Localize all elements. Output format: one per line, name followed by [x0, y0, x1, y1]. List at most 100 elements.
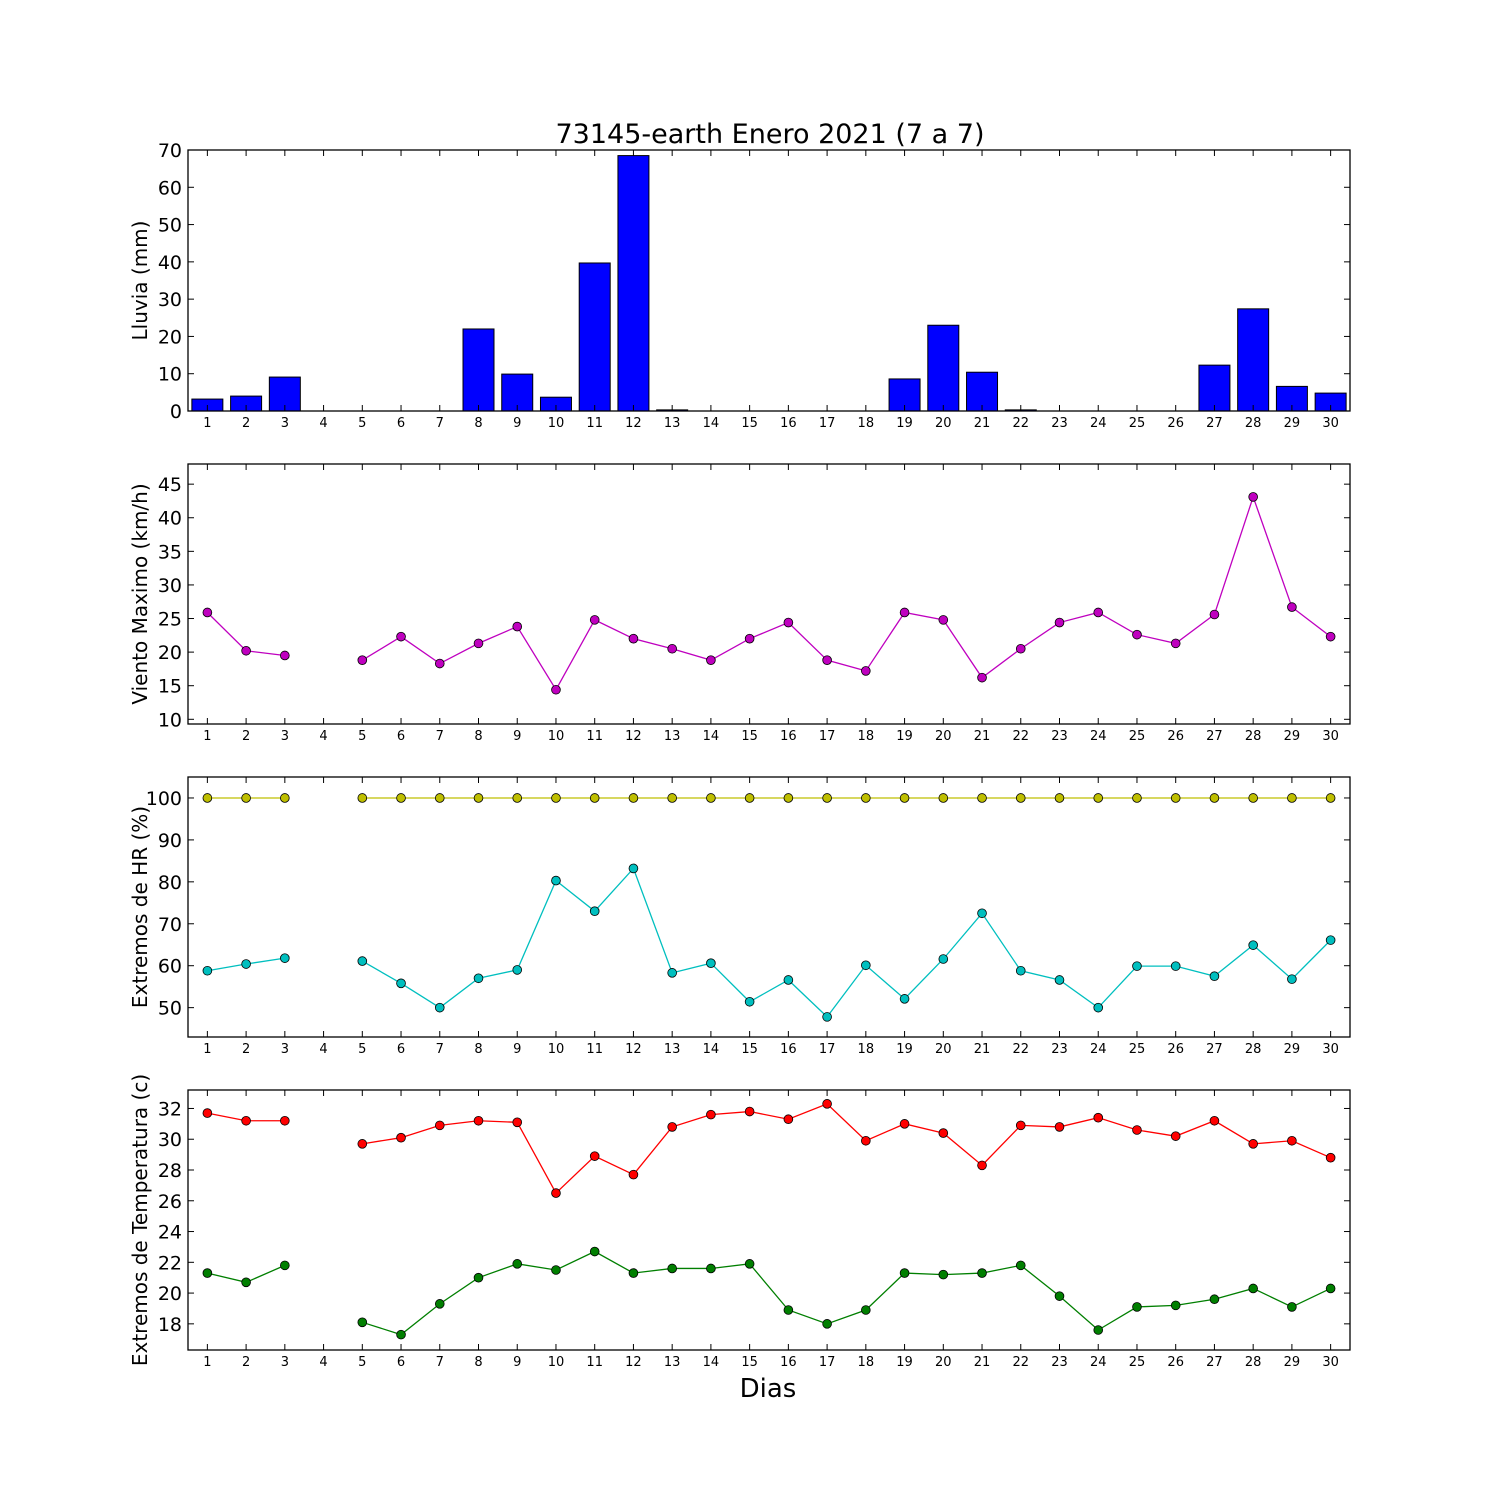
- series-1-point-day-19: [899, 793, 910, 803]
- series-1-point-day-24: [1093, 607, 1104, 618]
- series-1-point-day-21: [977, 793, 987, 803]
- ytick-label: 50: [158, 215, 182, 237]
- series-1-point-day-22: [1015, 793, 1026, 803]
- series-1-point-day-11: [589, 1151, 600, 1161]
- panel-3-frame: [187, 776, 1351, 1038]
- series-2-point-day-9: [512, 965, 523, 975]
- xtick-label: 1: [203, 1042, 211, 1057]
- ytick-label: 40: [158, 508, 182, 530]
- series-1-point-day-8: [473, 793, 484, 803]
- xtick-label: 3: [281, 416, 289, 431]
- series-1-point-day-24: [1093, 793, 1104, 803]
- series-2-point-day-18: [861, 960, 871, 971]
- series-1-point-day-23: [1054, 793, 1065, 803]
- series-1-point-day-27: [1209, 793, 1220, 803]
- xtick-label: 2: [242, 1355, 250, 1370]
- series-1-point-day-12: [628, 633, 639, 644]
- series-1-point-day-5: [357, 793, 368, 803]
- ytick-label: 30: [158, 1129, 182, 1151]
- xtick-label: 29: [1284, 416, 1301, 431]
- series-1-point-day-19: [899, 1119, 910, 1129]
- panel-1-frame: [187, 149, 1351, 412]
- series-1-point-day-26: [1170, 638, 1181, 649]
- xtick-label: 30: [1322, 1355, 1339, 1370]
- series-2-point-day-18: [861, 1305, 871, 1315]
- xtick-label: 29: [1284, 729, 1301, 744]
- series-1-point-day-28: [1248, 793, 1258, 803]
- bar-day-28: [1237, 308, 1270, 412]
- series-1-point-day-27: [1209, 609, 1220, 620]
- series-1-point-day-7: [434, 658, 445, 669]
- series-1-point-day-30: [1325, 1152, 1336, 1163]
- xtick-label: 20: [935, 1355, 952, 1370]
- series-1-point-day-30: [1325, 793, 1336, 803]
- series-1-point-day-12: [628, 1169, 639, 1180]
- xtick-label: 18: [858, 729, 875, 744]
- ytick-label: 28: [158, 1160, 182, 1182]
- bar-day-12: [617, 155, 650, 412]
- series-1-point-day-3: [280, 793, 290, 803]
- xtick-label: 17: [819, 1355, 836, 1370]
- ytick-label: 70: [158, 140, 182, 162]
- series-2-point-day-7: [434, 1299, 445, 1309]
- xtick-label: 12: [625, 416, 642, 431]
- series-1-point-day-11: [589, 615, 600, 625]
- xtick-label: 24: [1090, 416, 1107, 431]
- xtick-label: 11: [586, 1042, 603, 1057]
- xtick-label: 9: [513, 1355, 521, 1370]
- series-1-point-day-17: [822, 1099, 832, 1109]
- xtick-label: 6: [397, 1355, 405, 1370]
- xtick-label: 22: [1012, 1042, 1029, 1057]
- series-2-point-day-24: [1093, 1325, 1104, 1335]
- xtick-label: 28: [1245, 1042, 1262, 1057]
- series-1-point-day-13: [667, 793, 677, 803]
- xtick-label: 2: [242, 1042, 250, 1057]
- xtick-label: 11: [586, 729, 603, 744]
- series-2-point-day-29: [1287, 974, 1297, 984]
- bar-day-8: [462, 328, 495, 412]
- series-2-point-day-1: [202, 1268, 213, 1278]
- series-2-point-day-17: [822, 1012, 832, 1022]
- series-2-point-day-28: [1248, 940, 1258, 950]
- xtick-label: 4: [319, 729, 327, 744]
- series-1-point-day-26: [1170, 1131, 1181, 1141]
- ytick-label: 20: [158, 326, 182, 348]
- series-2-point-day-19: [899, 1268, 910, 1278]
- xtick-label: 23: [1051, 729, 1068, 744]
- xtick-label: 19: [896, 1355, 913, 1370]
- ytick-label: 26: [158, 1191, 182, 1213]
- series-2-point-day-5: [357, 956, 368, 966]
- xtick-label: 4: [319, 416, 327, 431]
- series-1-point-day-6: [396, 1132, 406, 1143]
- series-2-point-day-21: [977, 1268, 987, 1278]
- series-1-point-day-29: [1287, 602, 1297, 612]
- ytick-label: 80: [158, 872, 182, 894]
- series-1-point-day-18: [861, 666, 871, 676]
- series-2-point-day-19: [899, 994, 910, 1004]
- xtick-label: 26: [1167, 1042, 1184, 1057]
- series-1-point-day-2: [241, 793, 251, 803]
- xtick-label: 30: [1322, 1042, 1339, 1057]
- series-1-point-day-3: [280, 1115, 290, 1126]
- bar-day-27: [1198, 364, 1231, 412]
- series-1-point-day-21: [977, 1160, 987, 1171]
- series-2-point-day-25: [1132, 961, 1142, 971]
- series-1-point-day-13: [667, 643, 677, 654]
- series-1-point-day-7: [434, 1120, 445, 1131]
- xtick-label: 23: [1051, 1355, 1068, 1370]
- xtick-label: 18: [858, 1042, 875, 1057]
- xtick-label: 17: [819, 729, 836, 744]
- ytick-label: 70: [158, 914, 182, 936]
- series-2-point-day-10: [551, 1265, 561, 1275]
- xtick-label: 15: [741, 1042, 758, 1057]
- xtick-label: 6: [397, 729, 405, 744]
- series-2-point-day-14: [706, 958, 716, 968]
- series-2-point-day-16: [783, 975, 794, 985]
- xtick-label: 26: [1167, 729, 1184, 744]
- xtick-label: 3: [281, 729, 289, 744]
- series-2-point-day-29: [1287, 1302, 1297, 1312]
- series-1-line-segment-2: [362, 1103, 1331, 1195]
